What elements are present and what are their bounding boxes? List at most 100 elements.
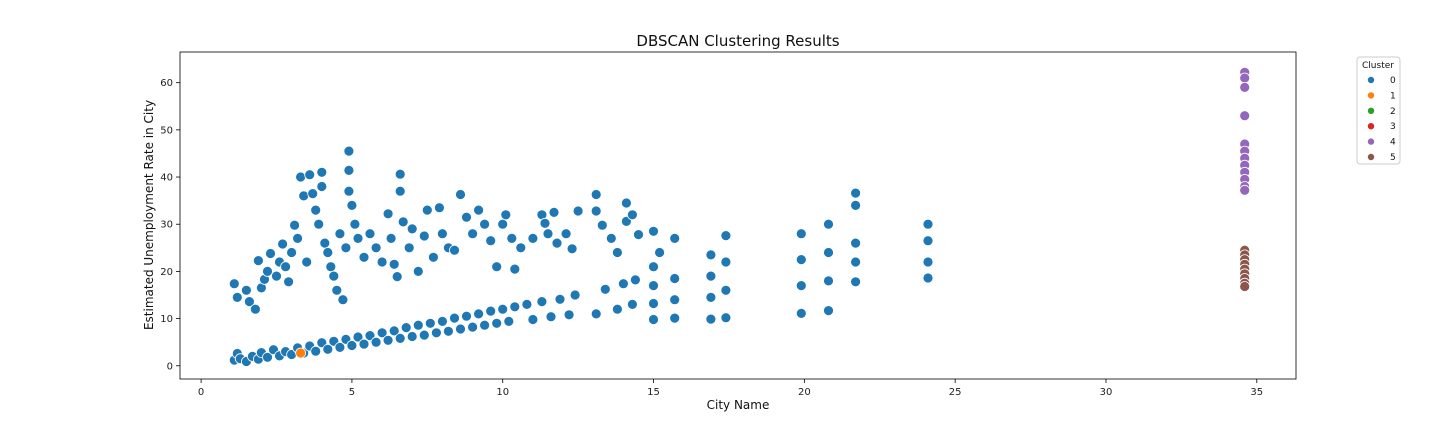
data-point-cluster-0	[922, 218, 934, 230]
data-point-cluster-0	[515, 242, 527, 254]
data-point-cluster-0	[334, 341, 346, 353]
data-point-cluster-0	[449, 312, 460, 324]
data-point-cluster-0	[720, 256, 732, 268]
data-point-cluster-0	[669, 232, 681, 244]
data-point-cluster-0	[503, 315, 515, 327]
data-point-cluster-0	[325, 261, 337, 273]
data-point-cluster-0	[566, 243, 578, 255]
data-point-cluster-4	[1239, 82, 1251, 93]
data-point-cluster-0	[382, 208, 394, 220]
data-point-cluster-4	[1239, 184, 1251, 196]
data-point-cluster-0	[382, 334, 394, 346]
data-point-cluster-0	[427, 251, 439, 263]
data-point-cluster-0	[436, 228, 448, 240]
data-point-cluster-0	[316, 166, 328, 178]
legend-label-2: 2	[1390, 107, 1396, 117]
data-point-cluster-0	[527, 232, 539, 244]
data-point-cluster-0	[406, 223, 418, 235]
y-tick-label: 10	[160, 314, 173, 325]
data-point-cluster-0	[283, 276, 295, 288]
legend-marker-3	[1367, 123, 1375, 130]
data-point-cluster-0	[491, 317, 503, 329]
data-point-cluster-0	[403, 242, 415, 254]
data-point-cluster-0	[473, 204, 485, 216]
data-point-cluster-0	[394, 332, 406, 344]
data-point-cluster-0	[491, 261, 503, 273]
legend-items: 0 1 2 3 4 5	[1367, 76, 1396, 163]
data-point-cluster-0	[527, 314, 539, 325]
data-point-cluster-0	[563, 309, 575, 321]
data-point-cluster-0	[271, 270, 282, 282]
x-tick-label: 20	[798, 387, 811, 398]
data-point-cluster-0	[618, 278, 629, 290]
data-point-cluster-0	[418, 230, 430, 242]
data-point-cluster-0	[295, 171, 307, 183]
legend-label-0: 0	[1390, 76, 1396, 86]
legend-label-1: 1	[1390, 91, 1396, 101]
data-point-cluster-5	[1239, 281, 1251, 292]
legend-box	[1356, 56, 1401, 165]
data-point-cluster-0	[545, 311, 557, 323]
data-point-cluster-0	[280, 261, 292, 273]
data-point-cluster-0	[572, 205, 584, 217]
data-point-cluster-0	[823, 218, 834, 230]
data-point-cluster-0	[720, 230, 732, 242]
data-point-cluster-0	[337, 294, 349, 306]
data-point-cluster-0	[346, 199, 358, 211]
data-point-cluster-0	[412, 319, 424, 331]
legend: Cluster 0 1 2 3 4 5	[1356, 56, 1401, 165]
data-point-cluster-0	[262, 351, 273, 363]
data-point-cluster-0	[455, 323, 466, 335]
data-point-cluster-0	[669, 273, 681, 284]
x-axis-label: City Name	[707, 398, 770, 412]
x-axis-ticks: 0 5 10 15 20 25 30 35	[198, 379, 1263, 398]
data-point-cluster-0	[669, 312, 681, 324]
data-point-cluster-0	[795, 228, 807, 240]
chart-title: DBSCAN Clustering Results	[636, 32, 839, 50]
data-point-cluster-0	[424, 317, 436, 329]
data-point-cluster-0	[473, 308, 485, 320]
y-axis-label: Estimated Unemployment Rate in City	[142, 100, 156, 330]
data-point-cluster-0	[850, 187, 861, 199]
data-point-cluster-0	[467, 228, 479, 240]
data-point-cluster-0	[548, 206, 560, 218]
data-point-cluster-0	[669, 294, 681, 306]
data-point-cluster-0	[400, 322, 412, 334]
data-point-cluster-0	[433, 202, 445, 214]
data-point-cluster-4	[1239, 72, 1251, 84]
data-point-cluster-0	[228, 278, 240, 290]
data-point-cluster-0	[391, 271, 403, 283]
data-point-cluster-0	[599, 283, 611, 295]
data-point-cluster-0	[479, 218, 491, 230]
data-point-cluster-0	[705, 270, 717, 282]
data-point-cluster-0	[316, 181, 328, 192]
data-point-cluster-0	[394, 185, 406, 197]
data-point-cluster-0	[569, 289, 581, 301]
y-tick-label: 30	[160, 220, 173, 231]
data-point-cluster-0	[421, 204, 433, 216]
data-point-cluster-0	[277, 238, 289, 250]
data-point-cluster-0	[370, 336, 382, 348]
x-tick-label: 25	[949, 387, 962, 398]
data-point-cluster-0	[240, 284, 252, 296]
data-point-cluster-0	[705, 291, 717, 303]
data-point-cluster-0	[358, 338, 370, 350]
data-point-cluster-0	[289, 219, 301, 231]
data-point-cluster-0	[262, 265, 273, 277]
data-point-cluster-4	[1239, 110, 1251, 122]
legend-label-3: 3	[1390, 122, 1396, 132]
data-point-cluster-0	[352, 331, 364, 343]
data-point-cluster-0	[705, 313, 717, 325]
data-point-cluster-0	[430, 327, 442, 339]
data-point-cluster-0	[509, 263, 521, 275]
data-point-cluster-0	[313, 218, 325, 230]
x-tick-label: 10	[496, 387, 509, 398]
data-point-cluster-0	[850, 199, 861, 211]
data-point-cluster-0	[648, 261, 659, 273]
data-point-cluster-0	[500, 209, 512, 221]
data-point-cluster-0	[286, 247, 298, 258]
data-point-cluster-0	[605, 232, 617, 244]
data-point-cluster-0	[328, 270, 340, 282]
data-point-cluster-0	[795, 280, 807, 292]
